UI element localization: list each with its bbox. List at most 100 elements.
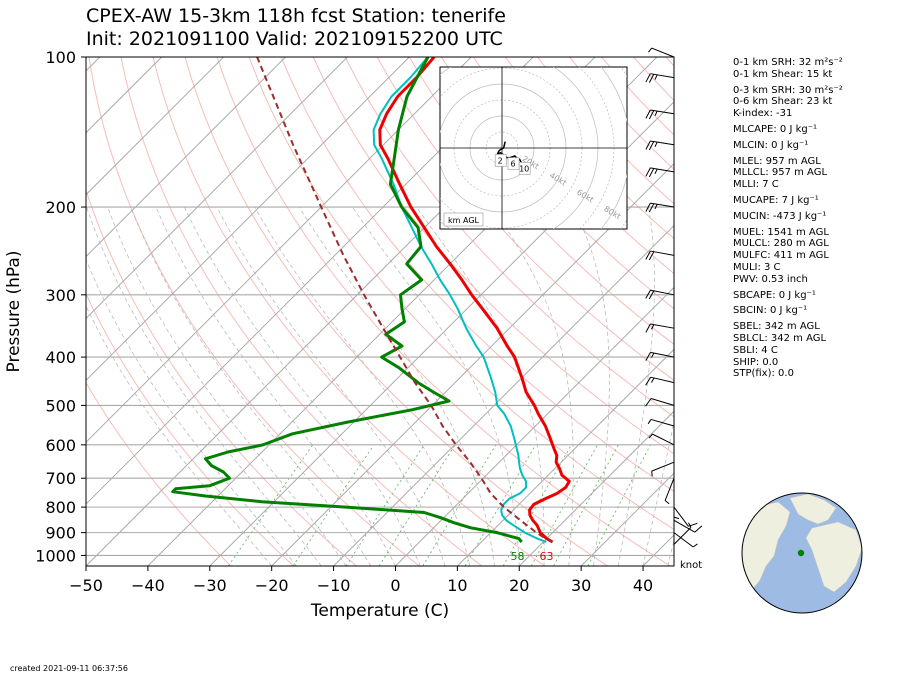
index-row: MUCAPE: 7 J kg⁻¹ — [733, 194, 819, 206]
wind-barb-feather — [654, 141, 658, 148]
wind-barb — [645, 109, 675, 120]
isotherm — [86, 57, 348, 320]
wind-barb-feather — [648, 168, 655, 178]
wind-barb — [645, 202, 675, 213]
index-row: MUEL: 1541 m AGL — [733, 226, 829, 238]
moist-adiabat — [86, 206, 322, 566]
y-tick-label: 300 — [45, 286, 76, 305]
wind-barb-feather — [664, 500, 670, 505]
moist-adiabat — [572, 206, 610, 566]
parcel-profile — [256, 57, 553, 543]
isotherm — [271, 162, 674, 566]
wind-barb-staff — [673, 519, 696, 533]
wind-barb — [645, 398, 675, 407]
isotherm — [86, 57, 224, 196]
x-tick-label: −30 — [193, 576, 227, 595]
wind-barb — [645, 167, 675, 178]
hodograph-height-label: 6 — [510, 160, 515, 169]
wind-barb — [673, 506, 698, 527]
index-row: SBLI: 4 C — [733, 344, 778, 356]
wind-barb — [645, 323, 675, 333]
wind-barb-staff — [650, 398, 675, 406]
wind-barb-feather — [651, 352, 655, 358]
isotherm — [86, 57, 472, 443]
skewt-axes: −50 −40 −30 −20 −10 0 10 20 30 40 1000 900 800 700 600… — [4, 48, 653, 621]
index-row: MLEL: 957 m AGL — [733, 155, 821, 167]
wind-barb-feather — [648, 47, 653, 53]
surface-dewpoint-label: 58 — [511, 550, 525, 563]
wind-barb-feather — [654, 168, 658, 174]
index-row: MULFC: 411 m AGL — [733, 250, 829, 262]
index-row: SBEL: 342 m AGL — [733, 321, 820, 333]
wind-barb-feather — [645, 109, 651, 119]
dry-adiabat — [184, 57, 608, 566]
y-tick-label: 200 — [45, 198, 76, 217]
wind-barb-feather — [645, 376, 652, 386]
moist-adiabat — [86, 305, 272, 566]
hodograph-height-box — [518, 162, 531, 175]
temperature-profile — [378, 57, 571, 544]
wind-barb-staff — [651, 47, 675, 58]
station-marker — [797, 549, 805, 557]
index-row: STP(fix): 0.0 — [733, 368, 794, 380]
index-row: MULI: 3 C — [733, 261, 781, 273]
wind-barb-feather — [673, 516, 680, 520]
wind-barb-feather — [654, 204, 658, 210]
wind-barb — [648, 47, 675, 58]
moist-adiabat — [491, 206, 574, 566]
wind-barb — [645, 289, 675, 300]
y-tick-label: 400 — [45, 348, 76, 367]
wind-barb-feather — [648, 251, 655, 261]
wind-barb-feather — [688, 522, 692, 528]
x-tick-label: 30 — [571, 576, 591, 595]
moist-adiabat — [642, 420, 674, 566]
moist-adiabat — [86, 258, 297, 566]
moist-adiabat — [617, 206, 655, 566]
dry-adiabat — [86, 381, 232, 566]
dry-adiabat — [152, 57, 546, 566]
wind-barb-staff — [650, 323, 675, 329]
wind-barb-feather — [648, 203, 655, 213]
wind-barb-feather — [645, 167, 651, 177]
wind-barb-staff — [650, 250, 675, 256]
wind-barb-feather — [645, 398, 652, 407]
x-tick-label: −50 — [69, 576, 103, 595]
wind-barb-staff — [652, 433, 675, 446]
index-row: PWV: 0.53 inch — [733, 273, 808, 285]
wind-barb-feather — [651, 377, 655, 383]
wind-barb-staff — [650, 376, 675, 384]
wind-barb-feather — [645, 289, 651, 299]
hodograph-units-label: km AGL — [448, 216, 480, 225]
dry-adiabat — [408, 57, 674, 346]
wind-barb-feather — [645, 250, 651, 260]
x-tick-label: −20 — [255, 576, 289, 595]
wind-barb-feather — [654, 110, 658, 117]
wind-barb — [647, 418, 675, 427]
hodograph-units-box — [443, 212, 484, 227]
wind-barb-feather — [694, 525, 703, 533]
wind-barb-feather — [648, 290, 655, 300]
y-tick-label: 100 — [45, 48, 76, 67]
index-row: MLCIN: 0 J kg⁻¹ — [733, 139, 809, 151]
wind-barb-staff — [650, 202, 675, 208]
wind-barb-feather — [648, 74, 655, 83]
globe-continent — [789, 493, 837, 525]
dry-adiabat — [86, 188, 357, 566]
wind-barb-staff — [673, 527, 692, 545]
wind-barb-staff — [650, 140, 675, 146]
x-tick-label: 0 — [390, 576, 400, 595]
index-row: SBLCL: 342 m AGL — [733, 332, 827, 344]
wind-barb-feather — [688, 522, 698, 527]
location-globe — [741, 492, 863, 614]
globe-continent — [805, 521, 862, 593]
mixing-ratio-line — [422, 444, 497, 566]
wind-barb-staff — [650, 351, 675, 358]
wind-barb-staff — [650, 109, 675, 115]
wind-barb-feather — [645, 352, 651, 361]
index-row: K-index: -31 — [733, 108, 793, 120]
x-axis-label: Temperature (C) — [310, 601, 449, 621]
globe-land — [742, 493, 862, 613]
isotherm — [86, 57, 410, 382]
wind-barb — [645, 351, 675, 361]
